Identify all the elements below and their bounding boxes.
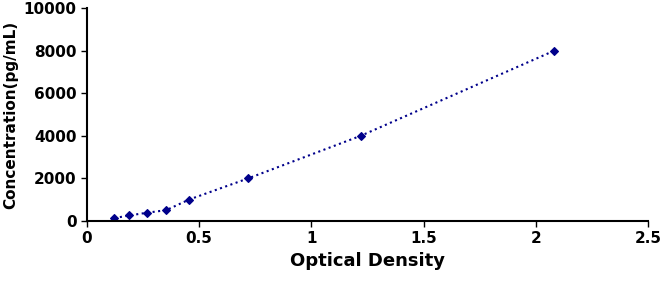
X-axis label: Optical Density: Optical Density — [290, 252, 445, 270]
Y-axis label: Concentration(pg/mL): Concentration(pg/mL) — [3, 21, 18, 209]
